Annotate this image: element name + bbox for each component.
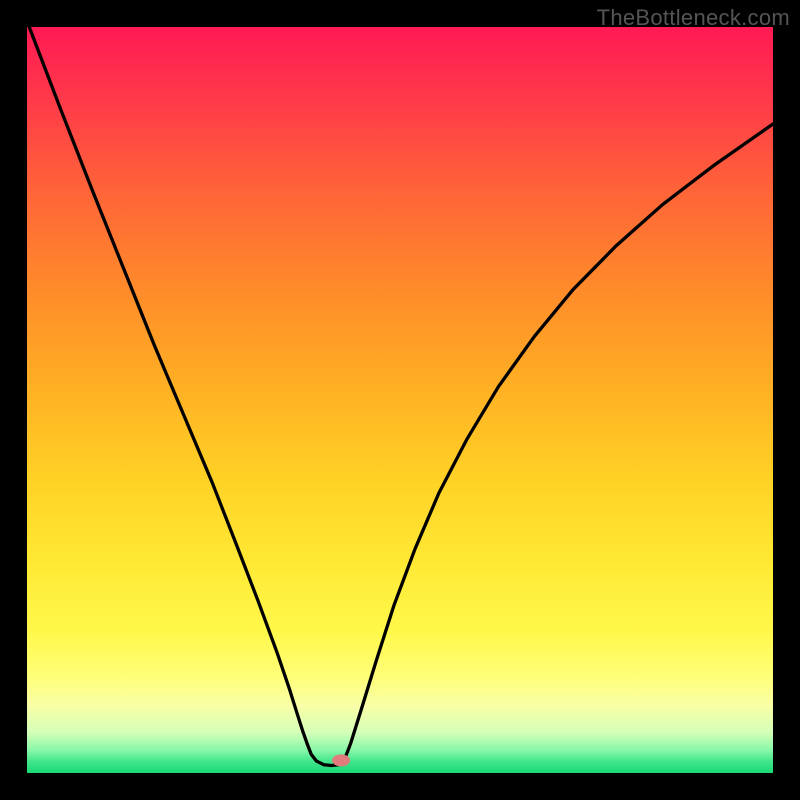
plot-area <box>27 27 773 773</box>
watermark-text: TheBottleneck.com <box>597 5 790 31</box>
bottleneck-curve <box>29 27 773 766</box>
optimal-point-marker <box>332 754 350 766</box>
bottleneck-curve-svg <box>27 27 773 773</box>
